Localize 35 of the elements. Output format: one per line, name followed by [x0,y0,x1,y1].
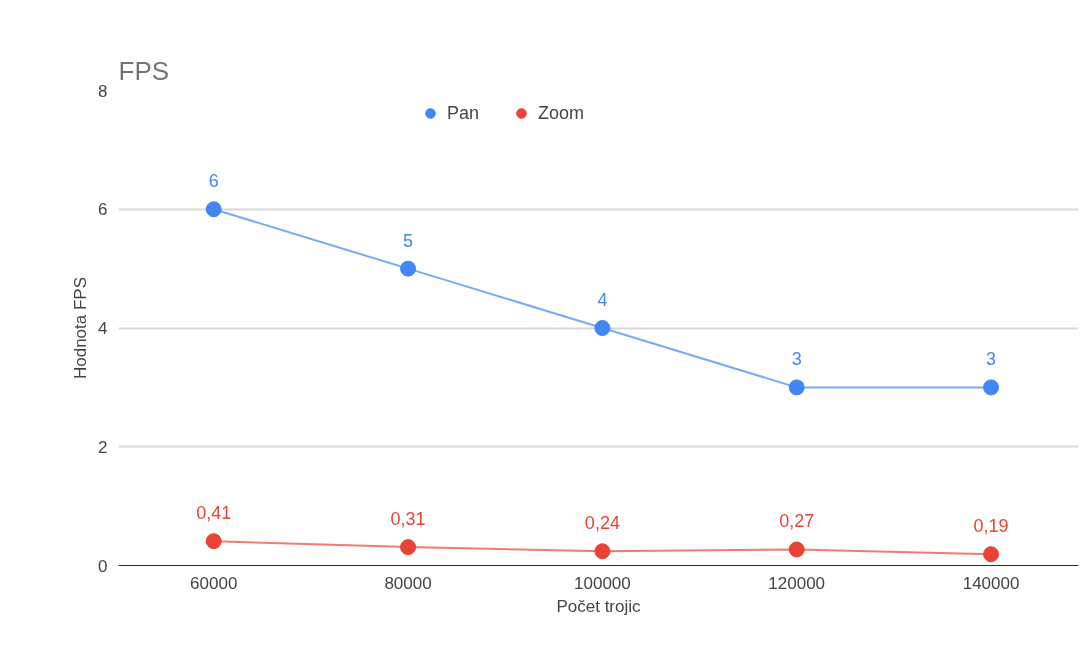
data-label: 3 [986,349,997,370]
point [788,379,805,396]
point [400,260,417,277]
y-tick-label: 2 [98,437,108,457]
x-tick-label: 80000 [384,573,432,593]
data-label: 0,27 [779,511,815,532]
point [594,543,611,560]
chart-title: FPS [118,55,170,86]
y-tick-label: 0 [98,556,108,576]
legend-label: Zoom [538,102,585,124]
data-label: 4 [597,290,608,310]
x-tick-label: 140000 [962,573,1020,593]
legend-label: Pan [447,102,480,124]
point [983,379,1000,396]
data-label: 0,31 [390,509,426,530]
data-label: 3 [791,349,802,370]
data-label: 0,41 [196,503,232,524]
y-tick-label: 6 [98,200,108,220]
point [205,533,222,550]
y-tick-label: 8 [98,81,108,101]
point [983,546,1000,563]
x-tick-label: 100000 [574,573,631,593]
data-label: 6 [208,171,219,192]
y-tick-label: 4 [98,319,108,338]
point [594,320,611,336]
x-tick-label: 60000 [190,573,238,593]
x-axis-title: Počet trojic [556,596,642,616]
data-label: 0,19 [973,516,1009,537]
point [205,201,222,218]
x-tick-label: 120000 [768,573,826,593]
y-axis-title: Hodnota FPS [71,276,91,380]
data-label: 0,24 [584,513,620,534]
point [788,541,805,558]
point [400,539,417,556]
data-label: 5 [403,230,414,251]
